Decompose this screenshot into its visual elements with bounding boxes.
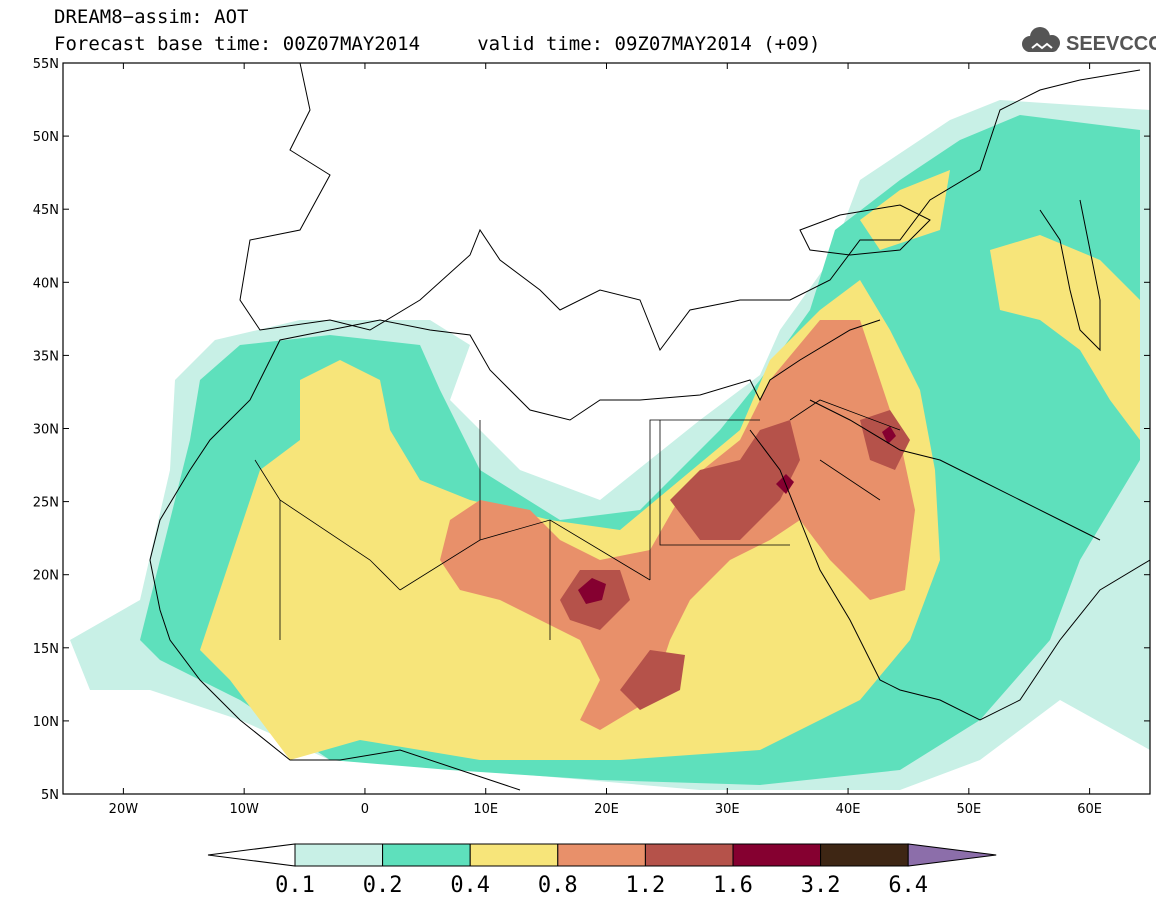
- aot-contour-1.2: [620, 650, 685, 710]
- forecast-time-subtitle: Forecast base time: 00Z07MAY2014 valid t…: [54, 33, 821, 55]
- lon-tick-label: 60E: [1077, 802, 1102, 817]
- colorbar-label: 0.8: [538, 873, 578, 898]
- colorbar-segment: [382, 843, 471, 867]
- coastline-north-africa: [149, 319, 881, 561]
- colorbar-segment: [207, 843, 296, 867]
- lon-tick-label: 0: [361, 802, 369, 817]
- colorbar-segment: [644, 843, 734, 867]
- lat-tick-label: 55N: [33, 57, 59, 72]
- coastline-red-sea: [749, 429, 1150, 721]
- lat-tick-label: 20N: [33, 569, 59, 584]
- aot-contour-1.6: [578, 578, 606, 604]
- coastline-caspian: [1039, 199, 1101, 352]
- seevccc-logo: SEEVCCC: [1022, 27, 1156, 55]
- coastline-arabia: [809, 399, 1101, 541]
- lat-tick-label: 25N: [33, 496, 59, 511]
- colorbar-label: 3.2: [801, 873, 841, 898]
- colorbar-label: 0.1: [275, 873, 315, 898]
- colorbar-label: 6.4: [888, 873, 928, 898]
- lon-tick-label: 10W: [229, 802, 259, 817]
- lat-tick-label: 10N: [33, 715, 59, 730]
- lat-tick-label: 5N: [41, 788, 59, 803]
- border-lines: [254, 399, 901, 640]
- aot-contour-0.8: [440, 320, 915, 730]
- colorbar-segment: [907, 843, 997, 867]
- colorbar-label: 0.2: [363, 873, 403, 898]
- lat-tick-label: 35N: [33, 349, 59, 364]
- lat-tick-label: 50N: [33, 130, 59, 145]
- aot-contour-1.6: [882, 426, 896, 444]
- longitude-axis: 20W 10W 0 10E 20E 30E 40E 50E 60E: [109, 63, 1102, 817]
- coastlines-and-borders: [149, 63, 1150, 791]
- lon-tick-label: 10E: [473, 802, 498, 817]
- colorbar-label: 0.4: [450, 873, 490, 898]
- lon-tick-label: 50E: [956, 802, 981, 817]
- colorbar-segment: [557, 843, 646, 867]
- aot-contour-0.4: [860, 170, 950, 250]
- lat-tick-label: 40N: [33, 276, 59, 291]
- colorbar-label: 1.6: [713, 873, 753, 898]
- colorbar-segment: [820, 843, 909, 867]
- aot-contour-1.2: [860, 410, 910, 470]
- logo-text: SEEVCCC: [1066, 33, 1156, 55]
- map-title: DREAM8−assim: AOT: [54, 6, 249, 28]
- colorbar-segment: [294, 843, 384, 867]
- colorbar-label: 1.2: [626, 873, 666, 898]
- cloud-icon: [1022, 27, 1060, 52]
- coastline-europe: [239, 63, 1141, 352]
- latitude-axis: 55N 50N 45N 40N 35N 30N 25N 20N 15N 10N 5N: [33, 57, 1150, 803]
- lat-tick-label: 45N: [33, 203, 59, 218]
- coastline-west-africa: [149, 559, 521, 791]
- lon-tick-label: 20E: [594, 802, 619, 817]
- lon-tick-label: 30E: [715, 802, 740, 817]
- lon-tick-label: 20W: [109, 802, 139, 817]
- lat-tick-label: 15N: [33, 642, 59, 657]
- lon-tick-label: 40E: [836, 802, 861, 817]
- lat-tick-label: 30N: [33, 423, 59, 438]
- colorbar-segment: [469, 843, 559, 867]
- aot-contour-1.2: [670, 420, 800, 540]
- coastline-black-sea: [799, 204, 931, 256]
- aot-contour-0.4: [200, 280, 940, 760]
- dust-field: [70, 100, 1150, 790]
- aot-contour-0.4: [990, 235, 1140, 440]
- colorbar-segment: [732, 843, 822, 867]
- colorbar: 0.1 0.2 0.4 0.8 1.2 1.6 3.2 6.4: [207, 843, 997, 898]
- aot-contour-1.6: [776, 474, 794, 494]
